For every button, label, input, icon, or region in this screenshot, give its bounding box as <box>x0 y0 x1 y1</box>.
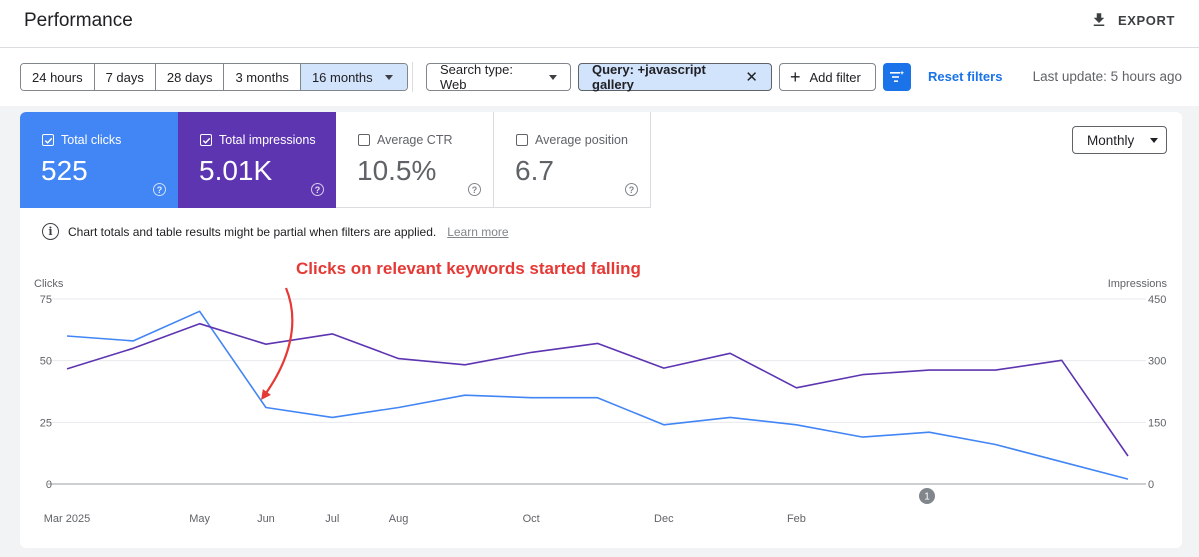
metric-label: Average position <box>516 133 628 147</box>
checkbox-unchecked-icon[interactable] <box>516 134 528 146</box>
metric-label-text: Average position <box>535 133 628 147</box>
y-tick-label-left: 25 <box>40 417 52 429</box>
y-tick-label-right: 0 <box>1148 479 1154 491</box>
chevron-down-icon <box>1150 137 1159 143</box>
chevron-down-icon <box>384 74 393 80</box>
download-icon <box>1093 13 1105 26</box>
help-icon[interactable]: ? <box>153 183 166 196</box>
y-axis-title-right: Impressions <box>1108 278 1168 290</box>
metric-value: 5.01K <box>199 155 273 186</box>
granularity-dropdown[interactable]: Monthly <box>1072 126 1167 154</box>
x-tick-label: Mar 2025 <box>44 513 90 525</box>
info-icon: i <box>42 223 59 240</box>
toolbar-divider <box>412 62 413 92</box>
metric-label: Total impressions <box>200 133 316 147</box>
range-7-days[interactable]: 7 days <box>94 64 156 90</box>
search-type-label: Search type: Web <box>440 62 513 92</box>
help-icon[interactable]: ? <box>311 183 324 196</box>
chevron-down-icon <box>549 74 557 80</box>
metric-value: 6.7 <box>515 155 554 186</box>
x-tick-label: Jul <box>325 513 339 525</box>
metric-value: 525 <box>41 155 88 186</box>
header: Performance EXPORT <box>0 0 1199 48</box>
y-tick-label-left: 50 <box>40 356 52 368</box>
export-label: EXPORT <box>1117 12 1175 28</box>
checkbox-unchecked-icon[interactable] <box>358 134 370 146</box>
range-label: 28 days <box>166 69 213 85</box>
performance-card: Total clicks 525 ? Total impressions 5.0… <box>20 112 1182 548</box>
metric-total-clicks[interactable]: Total clicks 525 ? <box>20 112 178 208</box>
filter-list-icon <box>890 70 905 82</box>
filter-toolbar: 24 hours 7 days 28 days 3 months 16 mont… <box>0 48 1199 106</box>
range-label: 16 months <box>311 69 373 85</box>
filter-options-button[interactable] <box>883 63 911 91</box>
search-type-dropdown[interactable]: Search type: Web <box>426 62 571 92</box>
granularity-label: Monthly <box>1087 132 1135 148</box>
page-title: Performance <box>24 10 133 31</box>
query-filter-label: Query: +javascript gallery <box>592 62 706 92</box>
y-axis-title-left: Clicks <box>34 278 64 290</box>
series-line-total-impressions <box>66 322 1129 457</box>
help-icon[interactable]: ? <box>625 183 638 196</box>
learn-more-link[interactable]: Learn more <box>447 224 509 239</box>
metric-label-text: Total clicks <box>61 133 122 147</box>
x-tick-label: Aug <box>389 513 409 525</box>
close-icon[interactable]: ✕ <box>745 69 758 86</box>
performance-chart: 0 25 50 75 0 150 300 450 Clicks Impressions Mar 20… <box>34 259 1168 525</box>
x-tick-label: Feb <box>787 513 806 525</box>
help-icon[interactable]: ? <box>468 183 481 196</box>
export-button[interactable]: EXPORT <box>1090 11 1175 29</box>
metric-value: 10.5% <box>357 155 437 186</box>
y-tick-label-right: 150 <box>1148 417 1166 429</box>
range-28-days[interactable]: 28 days <box>155 64 225 90</box>
add-filter-label: Add filter <box>809 69 861 85</box>
metric-total-impressions[interactable]: Total impressions 5.01K ? <box>178 112 336 208</box>
metric-label: Average CTR <box>358 133 453 147</box>
y-tick-label-right: 450 <box>1148 294 1166 306</box>
plus-icon: + <box>790 67 801 87</box>
range-label: 3 months <box>235 69 289 85</box>
y-tick-label-right: 300 <box>1148 356 1166 368</box>
metric-label: Total clicks <box>42 133 121 147</box>
range-label: 24 hours <box>32 69 83 85</box>
query-filter-chip[interactable]: Query: +javascript gallery ✕ <box>578 62 772 92</box>
annotation-marker-count: 1 <box>924 492 930 503</box>
annotation-marker-badge[interactable] <box>919 488 935 504</box>
x-tick-label: Oct <box>523 513 540 525</box>
reset-filters-link[interactable]: Reset filters <box>928 69 1003 84</box>
notice-text: Chart totals and table results might be … <box>68 224 437 239</box>
checkbox-checked-icon[interactable] <box>200 134 212 146</box>
add-filter-button[interactable]: + Add filter <box>779 63 876 91</box>
range-label: 7 days <box>105 69 144 85</box>
x-tick-label: Jun <box>257 513 275 525</box>
partial-data-notice: i Chart totals and table results might b… <box>42 223 509 240</box>
range-3-months[interactable]: 3 months <box>224 64 301 90</box>
series-line-total-clicks <box>66 310 1129 480</box>
checkbox-checked-icon[interactable] <box>42 134 54 146</box>
y-tick-label-left: 75 <box>40 294 52 306</box>
annotation-text: Clicks on relevant keywords started fall… <box>296 259 641 278</box>
last-update-text: Last update: 5 hours ago <box>1032 69 1182 84</box>
metric-average-position[interactable]: Average position 6.7 ? <box>494 112 651 208</box>
metric-average-ctr[interactable]: Average CTR 10.5% ? <box>336 112 494 208</box>
date-range-selector: 24 hours 7 days 28 days 3 months 16 mont… <box>20 63 408 91</box>
range-16-months[interactable]: 16 months <box>300 64 407 90</box>
metric-label-text: Total impressions <box>219 133 316 147</box>
y-tick-label-left: 0 <box>46 479 52 491</box>
x-tick-label: Dec <box>654 513 674 525</box>
range-24-hours[interactable]: 24 hours <box>21 64 95 90</box>
annotation-arrow <box>261 287 294 401</box>
metric-label-text: Average CTR <box>377 133 453 147</box>
x-tick-label: May <box>189 513 210 525</box>
